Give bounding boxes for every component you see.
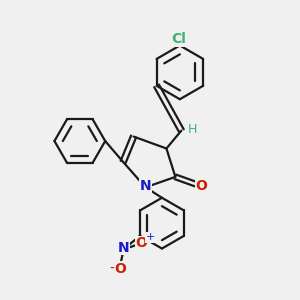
Text: O: O (136, 236, 147, 250)
Text: N: N (118, 241, 129, 255)
Text: N: N (140, 179, 151, 193)
Text: +: + (146, 232, 155, 242)
Text: O: O (115, 262, 127, 276)
Text: -: - (109, 262, 114, 276)
Text: O: O (196, 179, 208, 193)
Text: H: H (188, 123, 197, 136)
Text: Cl: Cl (171, 32, 186, 46)
